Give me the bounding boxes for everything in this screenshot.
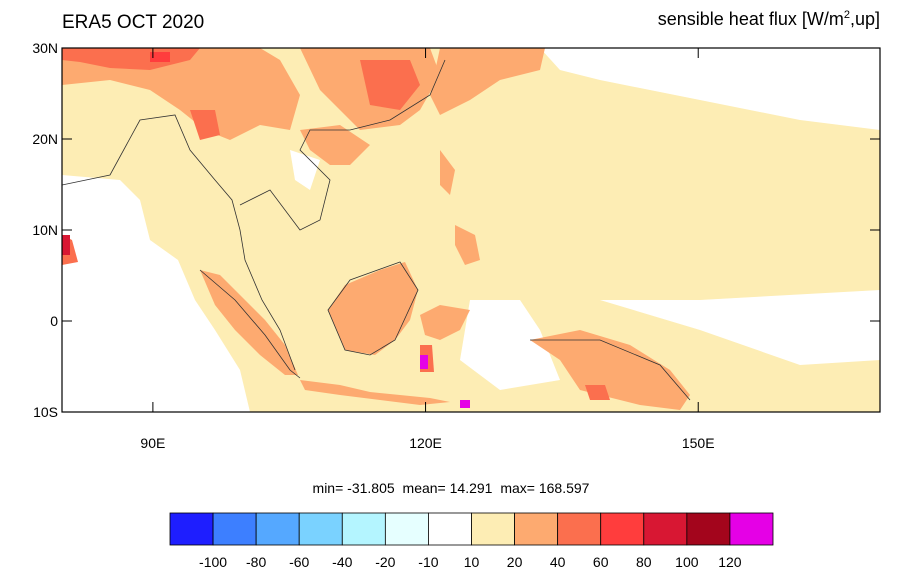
high-flux-regions [62,48,610,400]
coastlines [61,59,691,401]
stat-mean: mean= 14.291 [402,480,493,496]
stat-max: max= 168.597 [500,480,590,496]
lat-tick-label: 30N [32,40,58,56]
colorbar-box [557,512,602,546]
colorbar-box [514,512,559,546]
map-title: ERA5 OCT 2020 [62,12,205,33]
lat-tick-label: 10N [32,222,58,238]
low-flux-regions [62,48,880,412]
colorbar-box [212,512,257,546]
colorbar-label: 120 [718,554,742,570]
colorbar-box [255,512,300,546]
colorbar-box [298,512,343,546]
colorbar-box [384,512,429,546]
moderate-flux-regions [62,48,690,410]
peak-flux-spots [62,52,470,408]
colorbar-box [428,512,472,546]
colorbar-label: 40 [550,554,566,570]
colorbar-label: -40 [332,554,352,570]
lon-tick-label: 90E [140,435,165,451]
statistics-line: min= -31.805 mean= 14.291 max= 168.597 [0,480,902,496]
colorbar-label: 10 [464,554,480,570]
colorbar-label: 80 [636,554,652,570]
colorbar-label: 20 [507,554,523,570]
longitude-axis: 90E 120E 150E [140,48,715,451]
lon-tick-label: 120E [409,435,442,451]
colorbar-box [341,512,386,546]
lat-tick-label: 10S [33,404,58,420]
colorbar-label: 100 [675,554,699,570]
colorbar-box [729,512,774,546]
colorbar-label: -100 [199,554,227,570]
lon-tick-label: 150E [682,435,715,451]
colorbar-label: -60 [289,554,309,570]
flux-map: 30N 20N 10N 0 10S 90E 120E 150E [32,40,881,451]
colorbar-box [643,512,688,546]
colorbar-boxes [169,512,774,546]
variable-title: sensible heat flux [W/m2,up] [657,9,880,29]
colorbar-label: -80 [246,554,266,570]
colorbar-label: -10 [418,554,438,570]
lat-tick-label: 0 [50,313,58,329]
colorbar-label: -20 [375,554,395,570]
colorbar-label: 60 [593,554,609,570]
colorbar-labels: -100 -80 -60 -40 -20 -10 10 20 40 60 80 100 120 [199,554,742,570]
stat-min: min= -31.805 [312,480,395,496]
colorbar-box [600,512,645,546]
lat-tick-label: 20N [32,131,58,147]
latitude-axis: 30N 20N 10N 0 10S [32,40,880,420]
colorbar-box [686,512,731,546]
colorbar-box [169,512,214,546]
colorbar-box [471,512,515,546]
